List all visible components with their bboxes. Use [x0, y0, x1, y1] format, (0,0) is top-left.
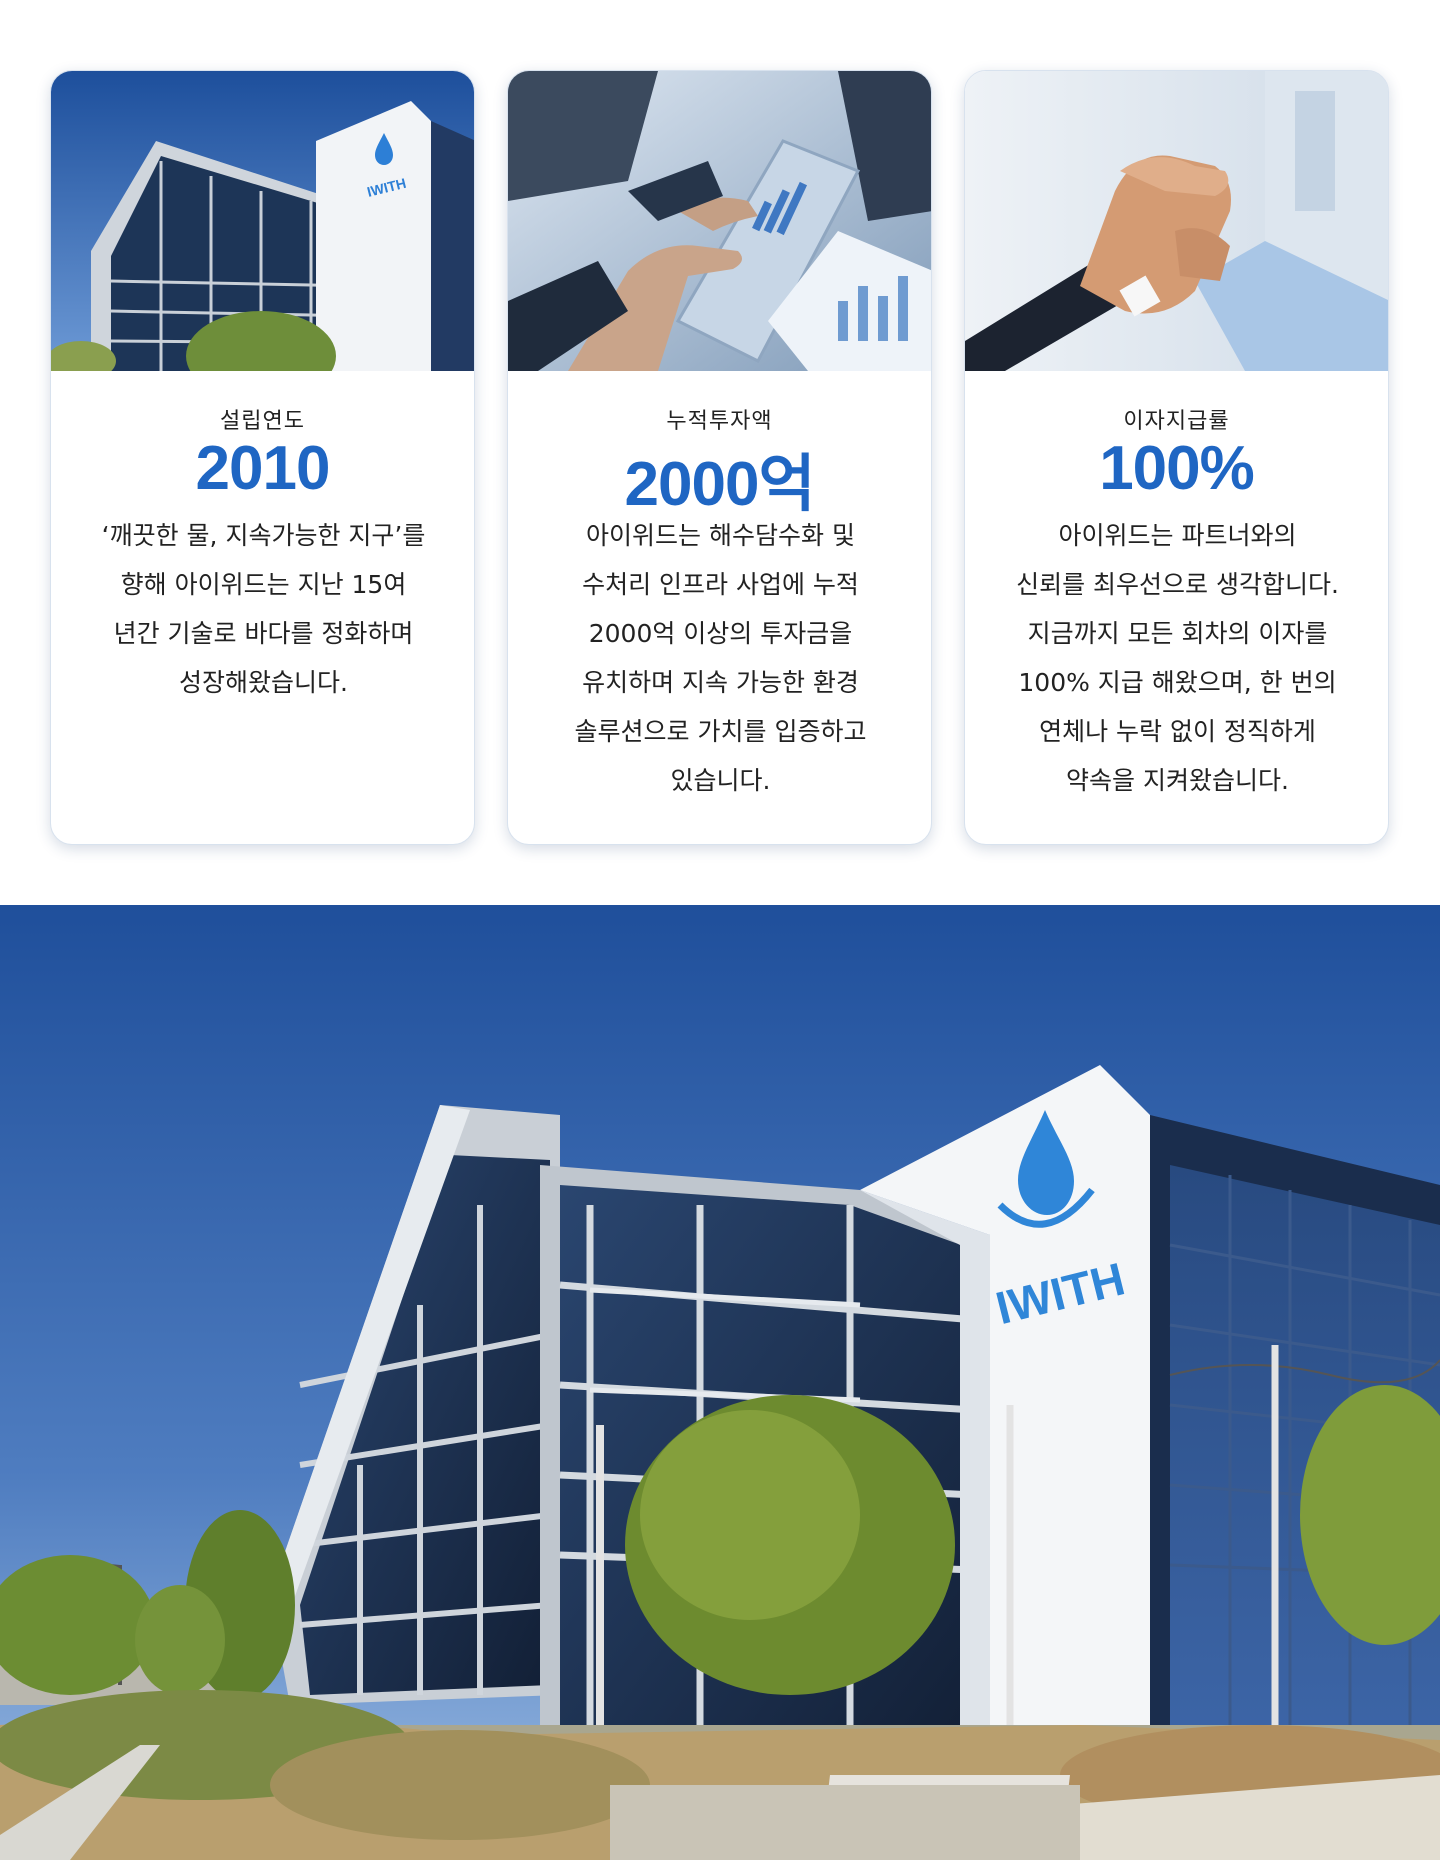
- stat-card-investment: 누적투자액 2000억 아이위드는 해수담수화 및 수처리 인프라 사업에 누적…: [507, 70, 932, 845]
- stat-value: 100%: [1099, 434, 1255, 503]
- stat-value: 2010: [195, 434, 331, 503]
- office-building-photo: IWITH: [51, 71, 474, 371]
- handshake-photo: [965, 71, 1388, 371]
- stat-value: 2000억: [624, 450, 816, 519]
- stat-description: 아이위드는 파트너와의 신뢰를 최우선으로 생각합니다. 지금까지 모든 회차의…: [1016, 521, 1339, 795]
- stat-card-founded: IWITH 설립연도 2010 ‘깨끗한 물, 지속가능한 지구’를 향해 아이…: [50, 70, 475, 845]
- stat-card-interest: 이자지급률 100% 아이위드는 파트너와의 신뢰를 최우선으로 생각합니다. …: [964, 70, 1389, 845]
- stat-label: 이자지급률: [1123, 409, 1230, 434]
- business-tablet-photo: [508, 71, 931, 371]
- water-drop-icon: [997, 1110, 1095, 1228]
- stat-description: 아이위드는 해수담수화 및 수처리 인프라 사업에 누적 2000억 이상의 투…: [574, 521, 867, 795]
- stat-label: 누적투자액: [666, 409, 773, 434]
- stat-label: 설립연도: [220, 409, 305, 434]
- stat-description: ‘깨끗한 물, 지속가능한 지구’를 향해 아이위드는 지난 15여 년간 기술…: [101, 521, 426, 697]
- headquarters-photo: IWITH: [0, 905, 1440, 1860]
- stats-section: IWITH 설립연도 2010 ‘깨끗한 물, 지속가능한 지구’를 향해 아이…: [50, 70, 1390, 845]
